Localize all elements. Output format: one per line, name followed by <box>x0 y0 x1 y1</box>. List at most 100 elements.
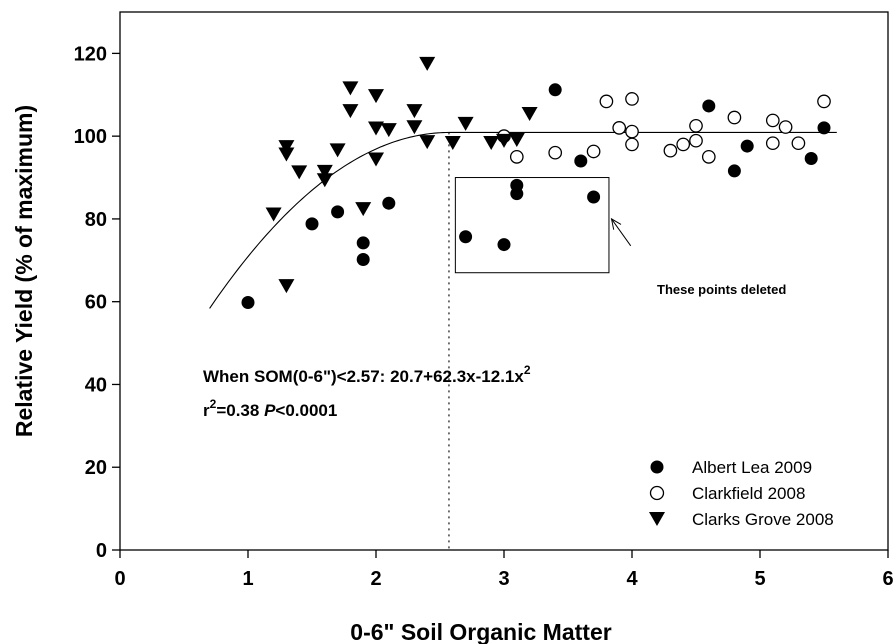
data-point-albert-lea <box>804 152 818 166</box>
data-point-clarks-grove <box>265 207 282 222</box>
data-point-clarkfield <box>689 133 703 148</box>
data-point-clarkfield <box>586 144 601 159</box>
data-point-clarkfield <box>625 124 639 139</box>
data-points <box>241 56 831 310</box>
y-tick-label: 0 <box>96 540 107 562</box>
equation-annotation: When SOM(0-6")<2.57: 20.7+62.3x-12.1x2 <box>203 363 531 386</box>
data-point-albert-lea <box>727 164 741 178</box>
data-point-clarks-grove <box>406 104 423 119</box>
data-point-clarks-grove <box>419 56 436 71</box>
data-point-clarkfield <box>778 120 793 134</box>
x-axis-title: 0-6" Soil Organic Matter <box>350 619 611 644</box>
data-point-clarks-grove <box>368 89 384 104</box>
data-point-albert-lea <box>497 238 511 252</box>
data-point-albert-lea <box>459 230 473 244</box>
data-point-clarkfield <box>727 110 742 125</box>
x-tick-label: 6 <box>882 568 893 590</box>
data-point-clarks-grove <box>380 123 397 138</box>
deleted-points-box <box>454 177 610 274</box>
data-point-clarks-grove <box>457 116 474 131</box>
data-point-clarkfield <box>548 145 563 160</box>
x-tick-label: 1 <box>242 568 253 590</box>
data-point-clarks-grove <box>278 279 295 294</box>
legend-marker-albert-lea <box>650 460 664 474</box>
legend-marker-clarks-grove <box>649 512 665 526</box>
data-point-clarks-grove <box>329 143 346 158</box>
x-tick-label: 5 <box>754 568 765 590</box>
data-point-clarks-grove <box>521 106 538 121</box>
data-point-albert-lea <box>382 196 396 210</box>
data-point-albert-lea <box>702 99 716 113</box>
data-point-clarkfield <box>612 121 627 135</box>
legend-marker-clarkfield <box>649 485 665 501</box>
data-point-clarkfield <box>663 143 678 158</box>
deleted-points-note: These points deleted <box>657 282 786 297</box>
legend-label-clarkfield: Clarkfield 2008 <box>692 484 805 503</box>
p-value: <0.0001 <box>275 401 337 420</box>
x-tick-label: 0 <box>114 568 125 590</box>
data-point-clarks-grove <box>419 135 436 150</box>
data-point-albert-lea <box>356 252 370 266</box>
r2-prefix: r <box>203 401 210 420</box>
x-tick-label: 2 <box>370 568 381 590</box>
y-tick-label: 80 <box>85 209 107 231</box>
legend: Albert Lea 2009 Clarkfield 2008 Clarks G… <box>649 458 834 529</box>
deleted-arrow-shaft <box>611 218 632 247</box>
equation-text: When SOM(0-6")<2.57: 20.7+62.3x-12.1x <box>203 367 524 386</box>
data-point-clarkfield <box>625 137 639 152</box>
data-point-clarks-grove <box>508 133 525 148</box>
data-point-clarks-grove <box>316 173 333 188</box>
data-point-clarks-grove <box>368 121 384 136</box>
y-tick-label: 20 <box>85 457 107 479</box>
fit-curve <box>209 131 449 309</box>
r2-exponent: 2 <box>210 397 217 411</box>
r2-value: =0.38 <box>216 401 264 420</box>
y-axis-title: Relative Yield (% of maximum) <box>11 105 37 437</box>
data-point-clarks-grove <box>316 164 333 179</box>
data-point-clarks-grove <box>483 135 500 150</box>
data-point-albert-lea <box>817 121 831 135</box>
data-point-clarkfield <box>689 118 703 133</box>
data-point-albert-lea <box>548 83 562 97</box>
y-tick-label: 100 <box>74 126 107 148</box>
data-point-albert-lea <box>241 296 255 310</box>
equation-exponent: 2 <box>524 363 531 377</box>
data-point-clarks-grove <box>496 133 512 148</box>
data-point-albert-lea <box>587 190 601 204</box>
legend-label-albert-lea: Albert Lea 2009 <box>692 458 812 477</box>
data-point-clarkfield <box>676 137 691 152</box>
data-point-clarks-grove <box>406 120 423 135</box>
data-point-clarkfield <box>701 149 716 164</box>
data-point-clarks-grove <box>342 81 359 96</box>
data-point-clarks-grove <box>355 202 372 217</box>
x-tick-label: 3 <box>498 568 509 590</box>
data-point-clarkfield <box>765 113 780 128</box>
data-point-clarks-grove <box>342 104 359 119</box>
y-tick-label: 120 <box>74 43 107 65</box>
data-point-albert-lea <box>305 217 319 231</box>
y-tick-label: 60 <box>85 292 107 314</box>
data-point-clarks-grove <box>444 135 461 150</box>
data-point-clarks-grove <box>291 165 308 180</box>
data-point-clarkfield <box>791 136 806 151</box>
data-point-albert-lea <box>331 205 345 219</box>
data-point-clarkfield <box>817 94 831 109</box>
data-point-clarkfield <box>599 94 614 109</box>
data-point-albert-lea <box>356 236 370 250</box>
data-point-albert-lea <box>574 154 588 168</box>
data-point-clarkfield <box>625 92 639 106</box>
data-point-clarkfield <box>765 136 780 151</box>
data-point-clarks-grove <box>368 152 384 167</box>
data-point-clarks-grove <box>278 140 295 155</box>
guides <box>448 132 632 550</box>
deleted-arrow-head <box>610 217 622 230</box>
p-label: P <box>264 401 276 420</box>
data-point-albert-lea <box>510 187 524 201</box>
data-point-clarks-grove <box>278 147 295 162</box>
data-point-albert-lea <box>740 139 754 153</box>
y-tick-label: 40 <box>85 374 107 396</box>
r-squared-annotation: r2=0.38 P<0.0001 <box>203 397 337 420</box>
x-tick-label: 4 <box>626 568 638 590</box>
